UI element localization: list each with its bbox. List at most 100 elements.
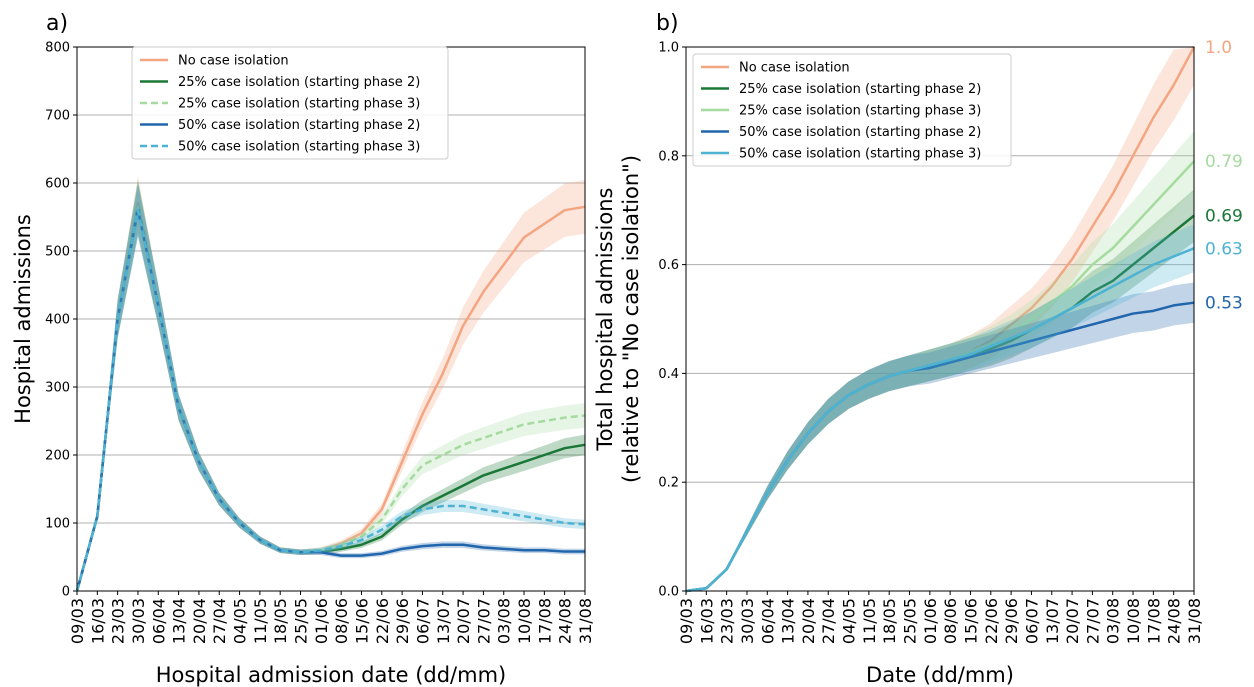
legend-label: 50% case isolation (starting phase 3)	[178, 140, 420, 155]
x-tick-label: 13/07	[434, 598, 453, 644]
x-tick-label: 20/04	[190, 598, 209, 644]
series-line	[685, 301, 1195, 593]
x-tick-label: 20/07	[1063, 598, 1082, 644]
x-tick-label: 04/05	[231, 598, 250, 644]
x-tick-label: 15/06	[352, 598, 371, 644]
legend-label: 50% case isolation (starting phase 2)	[178, 118, 420, 133]
legend-label: 50% case isolation (starting phase 2)	[739, 125, 981, 140]
y-tick-label: 200	[45, 449, 70, 464]
x-tick-label: 18/05	[271, 598, 290, 644]
x-tick-label: 24/08	[1165, 598, 1184, 644]
x-tick-label: 06/04	[149, 598, 168, 644]
x-axis-title: Hospital admission date (dd/mm)	[156, 663, 506, 687]
x-tick-label: 13/07	[1043, 598, 1062, 644]
panel-label: a)	[46, 11, 68, 36]
y-tick-label: 600	[45, 177, 70, 192]
x-tick-label: 04/05	[840, 598, 859, 644]
x-tick-label: 25/05	[292, 598, 311, 644]
x-tick-label: 01/06	[921, 598, 940, 644]
legend-label: No case isolation	[178, 54, 289, 69]
series-band	[686, 131, 1194, 591]
x-tick-label: 31/08	[1185, 598, 1204, 644]
x-tick-label: 30/03	[738, 598, 757, 644]
legend-label: 25% case isolation (starting phase 2)	[739, 82, 981, 97]
y-tick-label: 100	[45, 517, 70, 532]
series-line	[685, 247, 1195, 593]
chart-panel-a: 0 100 200 300 400 500 600 700 800 09/03 16/03 23/03…	[11, 11, 595, 687]
legend: No case isolation 25% case isolation (sta…	[131, 46, 449, 160]
x-tick-label: 09/03	[677, 598, 696, 644]
legend-label: 25% case isolation (starting phase 2)	[178, 75, 420, 90]
x-tick-label: 17/08	[1144, 598, 1163, 644]
legend-box	[131, 46, 449, 160]
x-tick-label: 24/08	[556, 598, 575, 644]
end-value-label: 0.79	[1205, 152, 1243, 172]
y-tick-label: 700	[45, 109, 70, 124]
y-tick-label: 400	[45, 313, 70, 328]
y-axis-title: Total hospital admissions	[593, 188, 617, 452]
y-tick-label: 0.0	[658, 585, 679, 600]
x-tick-label: 20/07	[454, 598, 473, 644]
x-tick-label: 23/03	[109, 598, 128, 644]
legend-label: No case isolation	[739, 61, 850, 76]
x-tick-label: 10/08	[515, 598, 534, 644]
end-value-label: 0.53	[1205, 294, 1243, 314]
x-tick-label: 06/04	[758, 598, 777, 644]
x-tick-label: 29/06	[393, 598, 412, 644]
legend-box	[692, 53, 1012, 167]
x-tick-label: 20/04	[799, 598, 818, 644]
panel-label: b)	[656, 11, 679, 36]
x-tick-label: 13/04	[170, 598, 189, 644]
x-tick-label: 23/03	[718, 598, 737, 644]
end-value-label: 0.63	[1205, 239, 1243, 259]
y-tick-label: 0	[62, 585, 70, 600]
y-tick-label: 0.8	[658, 149, 679, 164]
series-band	[686, 282, 1194, 591]
y-tick-label: 800	[45, 41, 70, 56]
x-tick-label: 09/03	[68, 598, 87, 644]
y-tick-label: 0.2	[658, 476, 679, 491]
x-tick-label: 27/07	[474, 598, 493, 644]
x-tick-label: 11/05	[860, 598, 879, 644]
x-tick-label: 22/06	[982, 598, 1001, 644]
x-tick-label: 29/06	[1002, 598, 1021, 644]
x-tick-label: 06/07	[1022, 598, 1041, 644]
x-tick-label: 11/05	[251, 598, 270, 644]
plot-frame	[685, 46, 1195, 592]
chart-panel-b: 0.0 0.2 0.4 0.6 0.8 1.0 1.0 0.69 0.79 0.53 0.63 09/…	[593, 11, 1243, 687]
x-axis-title: Date (dd/mm)	[866, 663, 1014, 687]
series-line	[75, 208, 586, 592]
x-tick-label: 06/07	[413, 598, 432, 644]
y-tick-label: 0.4	[658, 367, 679, 382]
legend: No case isolation 25% case isolation (sta…	[692, 53, 1012, 167]
y-tick-label: 0.6	[658, 258, 679, 273]
end-value-label: 1.0	[1205, 38, 1232, 58]
x-tick-label: 01/06	[312, 598, 331, 644]
legend-label: 50% case isolation (starting phase 3)	[739, 147, 981, 162]
x-tick-label: 08/06	[941, 598, 960, 644]
x-tick-label: 17/08	[535, 598, 554, 644]
series-band	[77, 176, 585, 591]
legend-label: 25% case isolation (starting phase 3)	[178, 97, 420, 112]
x-tick-label: 03/08	[495, 598, 514, 644]
x-tick-label: 27/04	[819, 598, 838, 644]
x-tick-label: 15/06	[961, 598, 980, 644]
y-tick-label: 500	[45, 245, 70, 260]
x-tick-label: 13/04	[779, 598, 798, 644]
x-tick-label: 18/05	[880, 598, 899, 644]
x-tick-label: 08/06	[332, 598, 351, 644]
legend-label: 25% case isolation (starting phase 3)	[739, 104, 981, 119]
x-tick-label: 10/08	[1124, 598, 1143, 644]
x-tick-label: 03/08	[1104, 598, 1123, 644]
x-tick-label: 25/05	[901, 598, 920, 644]
x-tick-label: 16/03	[697, 598, 716, 644]
y-axis-title: Hospital admissions	[11, 214, 35, 424]
y-tick-label: 300	[45, 381, 70, 396]
x-tick-label: 22/06	[373, 598, 392, 644]
x-tick-label: 30/03	[129, 598, 148, 644]
x-tick-label: 16/03	[88, 598, 107, 644]
x-tick-label: 27/07	[1083, 598, 1102, 644]
end-value-label: 0.69	[1205, 207, 1243, 227]
series-band	[686, 224, 1194, 591]
